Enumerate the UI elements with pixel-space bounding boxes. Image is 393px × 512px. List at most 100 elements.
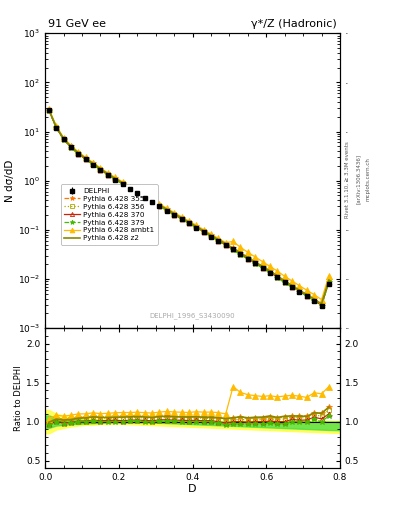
Pythia 6.428 ambt1 <box>201 226 206 232</box>
Pythia 6.428 ambt1 <box>164 205 169 211</box>
Pythia 6.428 356 <box>135 189 140 196</box>
Pythia 6.428 z2 <box>305 291 309 297</box>
Pythia 6.428 355 <box>223 241 228 247</box>
Pythia 6.428 379 <box>282 280 287 286</box>
Y-axis label: N dσ/dD: N dσ/dD <box>5 160 15 202</box>
Pythia 6.428 379 <box>120 181 125 187</box>
Pythia 6.428 356 <box>113 176 118 182</box>
Pythia 6.428 370 <box>142 195 147 201</box>
Pythia 6.428 379 <box>194 225 198 231</box>
Line: Pythia 6.428 370: Pythia 6.428 370 <box>46 108 331 308</box>
Pythia 6.428 370 <box>319 302 324 308</box>
Pythia 6.428 379 <box>76 151 81 157</box>
Pythia 6.428 355 <box>305 291 309 297</box>
Text: mcplots.cern.ch: mcplots.cern.ch <box>365 157 371 201</box>
Pythia 6.428 379 <box>69 144 73 151</box>
Pythia 6.428 355 <box>282 278 287 284</box>
Pythia 6.428 ambt1 <box>69 142 73 148</box>
Pythia 6.428 ambt1 <box>142 193 147 199</box>
Pythia 6.428 ambt1 <box>268 263 272 269</box>
Pythia 6.428 ambt1 <box>231 239 235 245</box>
Pythia 6.428 z2 <box>187 219 191 225</box>
Pythia 6.428 ambt1 <box>187 218 191 224</box>
Pythia 6.428 356 <box>83 156 88 162</box>
Pythia 6.428 z2 <box>46 106 51 113</box>
Line: Pythia 6.428 356: Pythia 6.428 356 <box>46 108 331 307</box>
Pythia 6.428 356 <box>172 211 176 217</box>
Pythia 6.428 379 <box>105 172 110 178</box>
Pythia 6.428 355 <box>46 108 51 114</box>
Pythia 6.428 355 <box>231 245 235 251</box>
Pythia 6.428 356 <box>120 180 125 186</box>
Pythia 6.428 355 <box>268 268 272 274</box>
Pythia 6.428 355 <box>98 166 103 172</box>
Pythia 6.428 370 <box>327 279 331 285</box>
Pythia 6.428 356 <box>275 273 280 280</box>
Line: Pythia 6.428 ambt1: Pythia 6.428 ambt1 <box>46 106 332 303</box>
Pythia 6.428 355 <box>297 287 302 293</box>
Pythia 6.428 356 <box>305 292 309 298</box>
Pythia 6.428 z2 <box>179 215 184 221</box>
Pythia 6.428 370 <box>223 242 228 248</box>
Pythia 6.428 370 <box>46 107 51 113</box>
Pythia 6.428 z2 <box>113 176 118 182</box>
Pythia 6.428 z2 <box>297 287 302 293</box>
Pythia 6.428 z2 <box>238 250 243 256</box>
Pythia 6.428 z2 <box>246 254 250 261</box>
Pythia 6.428 356 <box>157 202 162 208</box>
Pythia 6.428 379 <box>187 220 191 226</box>
Pythia 6.428 356 <box>319 302 324 308</box>
Pythia 6.428 ambt1 <box>238 244 243 250</box>
Pythia 6.428 z2 <box>282 278 287 284</box>
Pythia 6.428 ambt1 <box>260 259 265 265</box>
Pythia 6.428 379 <box>216 238 221 244</box>
Pythia 6.428 ambt1 <box>327 273 331 279</box>
Pythia 6.428 z2 <box>150 198 154 204</box>
Pythia 6.428 z2 <box>275 273 280 279</box>
Pythia 6.428 370 <box>83 156 88 162</box>
Pythia 6.428 355 <box>253 259 257 265</box>
Pythia 6.428 379 <box>172 212 176 218</box>
Pythia 6.428 356 <box>46 107 51 113</box>
Pythia 6.428 379 <box>135 190 140 197</box>
Pythia 6.428 355 <box>54 124 59 130</box>
Pythia 6.428 379 <box>54 125 59 131</box>
Pythia 6.428 355 <box>76 150 81 156</box>
Pythia 6.428 355 <box>290 283 294 289</box>
Pythia 6.428 379 <box>61 137 66 143</box>
Pythia 6.428 356 <box>98 166 103 172</box>
Pythia 6.428 379 <box>268 270 272 276</box>
Pythia 6.428 356 <box>69 144 73 150</box>
Pythia 6.428 ambt1 <box>157 201 162 207</box>
Line: Pythia 6.428 z2: Pythia 6.428 z2 <box>49 110 329 304</box>
Pythia 6.428 379 <box>150 199 154 205</box>
Pythia 6.428 370 <box>69 144 73 151</box>
Pythia 6.428 z2 <box>142 194 147 200</box>
Pythia 6.428 379 <box>113 177 118 183</box>
Pythia 6.428 356 <box>150 198 154 204</box>
Pythia 6.428 379 <box>246 256 250 262</box>
Pythia 6.428 355 <box>327 277 331 283</box>
Pythia 6.428 379 <box>164 207 169 214</box>
Pythia 6.428 z2 <box>194 223 198 229</box>
Pythia 6.428 356 <box>61 136 66 142</box>
Pythia 6.428 ambt1 <box>312 291 316 297</box>
Pythia 6.428 370 <box>312 297 316 303</box>
Pythia 6.428 370 <box>305 292 309 298</box>
Pythia 6.428 370 <box>260 265 265 271</box>
Pythia 6.428 355 <box>135 189 140 195</box>
Pythia 6.428 z2 <box>290 283 294 289</box>
Pythia 6.428 370 <box>113 176 118 182</box>
Pythia 6.428 356 <box>231 246 235 252</box>
Pythia 6.428 z2 <box>201 228 206 234</box>
Line: Pythia 6.428 355: Pythia 6.428 355 <box>46 108 332 307</box>
Pythia 6.428 ambt1 <box>105 170 110 176</box>
Pythia 6.428 370 <box>120 181 125 187</box>
Pythia 6.428 370 <box>282 280 287 286</box>
Pythia 6.428 379 <box>179 216 184 222</box>
Pythia 6.428 356 <box>282 279 287 285</box>
Pythia 6.428 355 <box>187 219 191 225</box>
Pythia 6.428 370 <box>201 229 206 235</box>
Text: Rivet 3.1.10, ≥ 3.3M events: Rivet 3.1.10, ≥ 3.3M events <box>345 141 350 218</box>
Pythia 6.428 z2 <box>209 232 213 239</box>
